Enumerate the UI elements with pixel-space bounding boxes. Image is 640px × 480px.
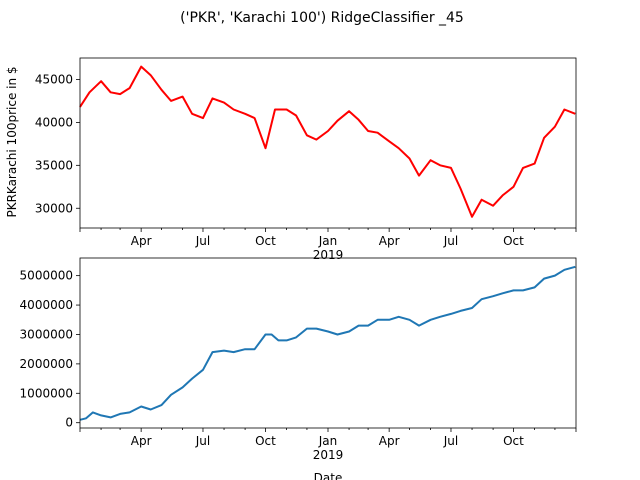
x-tick-label: Apr: [131, 234, 152, 248]
x-tick-label: Oct: [503, 234, 524, 248]
x-tick-label: Apr: [379, 234, 400, 248]
bottom-chart: 0 1000000 2000000 3000000 4000000 5000000 Apr J…: [20, 257, 577, 462]
y-tick-label: 5000000: [20, 269, 73, 283]
x-tick-label: Apr: [131, 434, 152, 448]
y-tick-label: 45000: [35, 72, 73, 86]
bottom-x-axis-label: Date: [314, 471, 343, 480]
y-tick-label: 40000: [35, 115, 73, 129]
x-tick-label: Jul: [195, 234, 210, 248]
x-year-label: 2019: [313, 248, 344, 262]
x-tick-label: Jul: [195, 434, 210, 448]
y-tick-label: 3000000: [20, 327, 73, 341]
x-tick-label: Oct: [255, 434, 276, 448]
x-year-label: 2019: [313, 448, 344, 462]
y-tick-label: 0: [65, 416, 73, 430]
x-tick-label: Apr: [379, 434, 400, 448]
axes-frame: [79, 257, 577, 429]
axes-frame: [79, 57, 577, 229]
x-tick-label: Jan: [318, 434, 338, 448]
y-tick-label: 4000000: [20, 298, 73, 312]
x-tick-label: Jan: [318, 234, 338, 248]
x-tick-label: Oct: [503, 434, 524, 448]
y-tick-label: 35000: [35, 158, 73, 172]
y-tick-label: 1000000: [20, 386, 73, 400]
chart-title: ('PKR', 'Karachi 100') RidgeClassifier _…: [180, 10, 464, 26]
top-y-axis-label: PKRKarachi 100price in $: [5, 66, 19, 217]
x-tick-label: Oct: [255, 234, 276, 248]
y-tick-label: 30000: [35, 201, 73, 215]
x-tick-label: Jul: [443, 234, 458, 248]
y-tick-label: 2000000: [20, 357, 73, 371]
x-tick-label: Jul: [443, 434, 458, 448]
series-line-1-0: [79, 265, 576, 421]
series-line-0-0: [79, 65, 576, 218]
top-chart: 30000 35000 40000 45000 Apr Jul Oct Jan Apr Jul Oc…: [35, 57, 577, 262]
